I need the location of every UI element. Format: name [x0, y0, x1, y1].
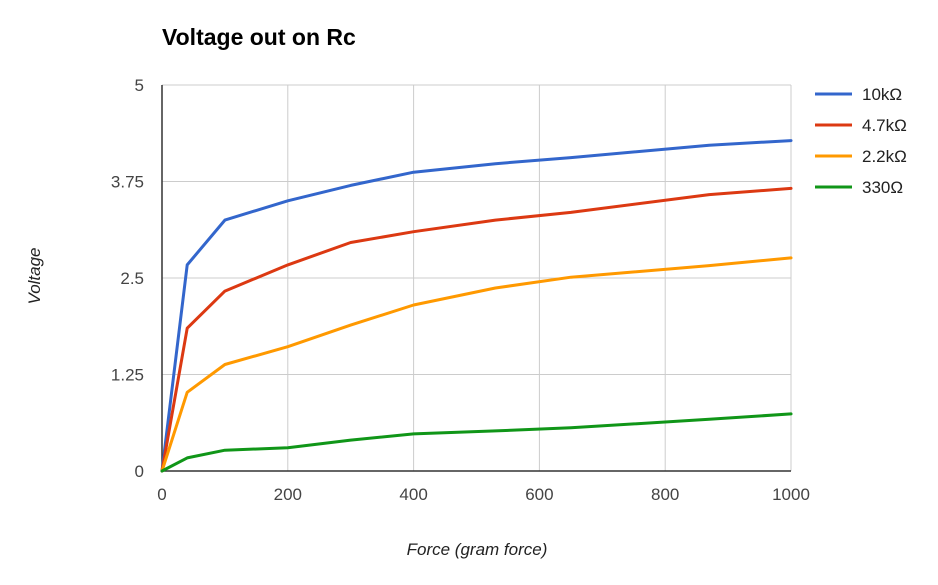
y-tick-label: 5 — [135, 76, 144, 95]
series-line — [160, 139, 793, 473]
x-tick-label: 200 — [274, 485, 302, 504]
legend-label: 2.2kΩ — [862, 147, 907, 166]
legend-label: 10kΩ — [862, 85, 902, 104]
x-axis-label: Force (gram force) — [406, 540, 548, 559]
x-tick-label: 600 — [525, 485, 553, 504]
chart-title: Voltage out on Rc — [162, 24, 356, 50]
x-tick-label: 1000 — [772, 485, 810, 504]
series-line — [160, 256, 793, 473]
x-tick-label: 400 — [399, 485, 427, 504]
series-line — [160, 412, 793, 473]
legend-label: 330Ω — [862, 178, 903, 197]
y-tick-label: 0 — [135, 462, 144, 481]
y-tick-label: 1.25 — [111, 366, 144, 385]
y-tick-label: 2.5 — [120, 269, 144, 288]
series-line — [160, 186, 793, 473]
x-tick-label: 800 — [651, 485, 679, 504]
legend-label: 4.7kΩ — [862, 116, 907, 135]
x-tick-label: 0 — [157, 485, 166, 504]
y-tick-label: 3.75 — [111, 173, 144, 192]
